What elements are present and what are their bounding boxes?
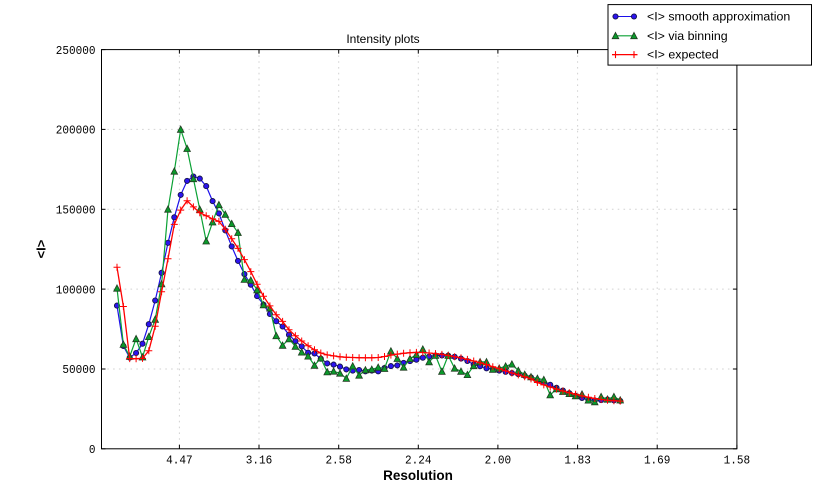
svg-text:1.83: 1.83 bbox=[564, 454, 591, 468]
svg-text:3.16: 3.16 bbox=[246, 454, 273, 468]
svg-text:<I>: <I> bbox=[33, 239, 48, 258]
svg-text:200000: 200000 bbox=[56, 124, 96, 138]
svg-text:Intensity plots: Intensity plots bbox=[346, 32, 419, 46]
svg-text:1.69: 1.69 bbox=[644, 454, 671, 468]
svg-text:Resolution: Resolution bbox=[383, 468, 453, 483]
svg-text:4.47: 4.47 bbox=[166, 454, 193, 468]
svg-text:<I> via binning: <I> via binning bbox=[647, 29, 728, 43]
svg-text:2.24: 2.24 bbox=[405, 454, 432, 468]
svg-text:1.58: 1.58 bbox=[724, 454, 751, 468]
svg-text:250000: 250000 bbox=[56, 44, 96, 58]
svg-text:2.58: 2.58 bbox=[325, 454, 352, 468]
svg-text:<I> expected: <I> expected bbox=[647, 48, 719, 62]
svg-text:0: 0 bbox=[89, 443, 96, 457]
svg-text:150000: 150000 bbox=[56, 204, 96, 218]
svg-text:2.00: 2.00 bbox=[485, 454, 512, 468]
svg-text:50000: 50000 bbox=[62, 363, 95, 377]
svg-text:<I> smooth approximation: <I> smooth approximation bbox=[647, 10, 790, 24]
svg-text:100000: 100000 bbox=[56, 283, 96, 297]
